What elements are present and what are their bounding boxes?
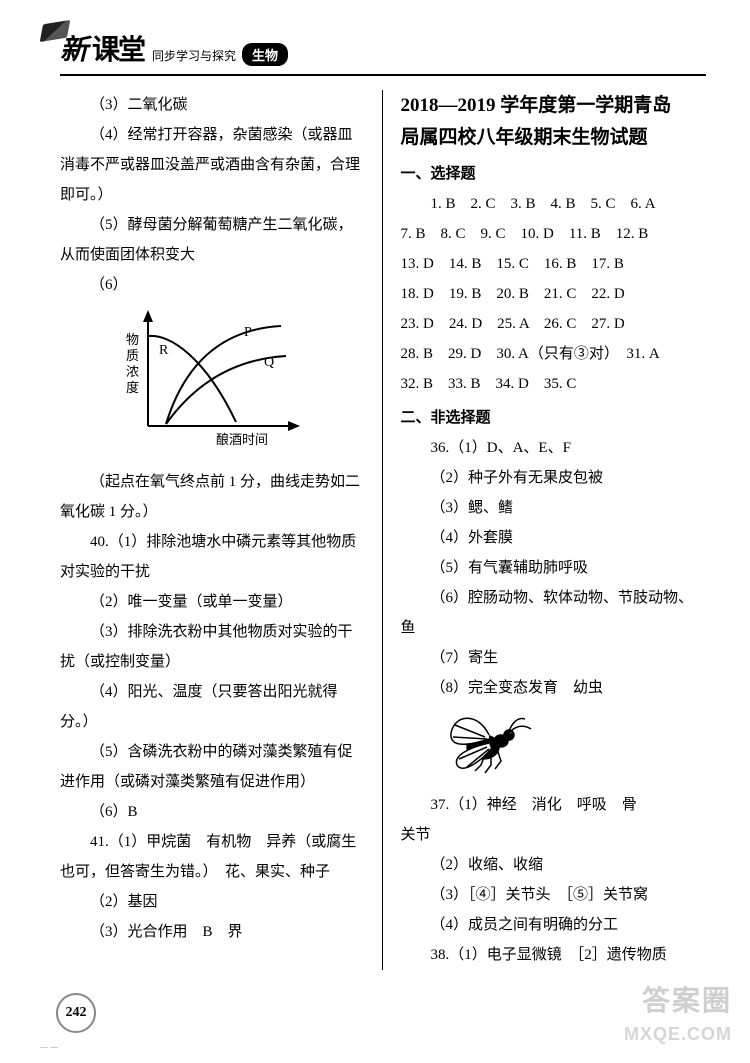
ans-row: 13. D 14. B 15. C 16. B 17. B [401, 249, 707, 279]
watermark-cn: 答案圈 [642, 979, 732, 1019]
exam-title-2: 局属四校八年级期末生物试题 [401, 122, 707, 154]
ans-row: 32. B 33. B 34. D 35. C [401, 369, 707, 399]
q36-7: （7）寄生 [401, 643, 707, 673]
y-axis-char3: 浓 [126, 364, 139, 379]
q38-1: 38.（1）电子显微镜 ［2］遗传物质 [401, 940, 707, 970]
ans-6-label: （6） [60, 270, 366, 300]
columns: （3）二氧化碳 （4）经常打开容器，杂菌感染（或器皿消毒不严或器皿没盖严或酒曲含… [60, 90, 706, 970]
q36-6b: 鱼 [401, 613, 707, 643]
q37-1b: 关节 [401, 820, 707, 850]
footer-mark: — — [40, 1042, 58, 1051]
q40-3: （3）排除洗衣粉中其他物质对实验的干扰（或控制变量） [60, 617, 366, 677]
brand-ketang: 课堂 [92, 28, 144, 68]
y-axis-char1: 物 [126, 332, 139, 347]
brand-sub: 同步学习与探究 [152, 47, 236, 64]
ans-row: 23. D 24. D 25. A 26. C 27. D [401, 309, 707, 339]
exam-title-1: 2018—2019 学年度第一学期青岛 [401, 90, 707, 122]
label-p: P [244, 325, 252, 340]
ans-5: （5）酵母菌分解葡萄糖产生二氧化碳，从而使面团体积变大 [60, 210, 366, 270]
q41-1: 41.（1）甲烷菌 有机物 异养（或腐生也可，但答寄生为错。） 花、果实、种子 [60, 827, 366, 887]
subject-pill: 生物 [242, 43, 288, 66]
page: 新 课堂 同步学习与探究 生物 （3）二氧化碳 （4）经常打开容器，杂菌感染（或… [0, 0, 750, 998]
q36-5: （5）有气囊辅助肺呼吸 [401, 553, 707, 583]
left-column: （3）二氧化碳 （4）经常打开容器，杂菌感染（或器皿消毒不严或器皿没盖严或酒曲含… [60, 90, 382, 970]
insect-icon [441, 703, 541, 779]
section-2-heading: 二、非选择题 [401, 403, 707, 433]
ans-row: 18. D 19. B 20. B 21. C 22. D [401, 279, 707, 309]
curve-p [166, 326, 281, 424]
page-number: 242 [56, 993, 96, 1033]
ans-row: 1. B 2. C 3. B 4. B 5. C 6. A [401, 189, 707, 219]
ans-4: （4）经常打开容器，杂菌感染（或器皿消毒不严或器皿没盖严或酒曲含有杂菌，合理即可… [60, 120, 366, 210]
q40-4: （4）阳光、温度（只要答出阳光就得分。） [60, 677, 366, 737]
ans-row: 28. B 29. D 30. A（只有③对） 31. A [401, 339, 707, 369]
mc-answers: 1. B 2. C 3. B 4. B 5. C 6. A 7. B 8. C … [401, 189, 707, 399]
x-axis-label: 酿酒时间 [216, 432, 268, 447]
concentration-chart: 物 质 浓 度 酿酒时间 R P Q [116, 304, 306, 454]
q36-8: （8）完全变态发育 幼虫 [401, 673, 707, 703]
q40-6: （6）B [60, 797, 366, 827]
y-axis-char4: 度 [126, 380, 139, 395]
q40-5: （5）含磷洗衣粉中的磷对藻类繁殖有促进作用（或磷对藻类繁殖有促进作用） [60, 737, 366, 797]
right-column: 2018—2019 学年度第一学期青岛 局属四校八年级期末生物试题 一、选择题 … [382, 90, 707, 970]
q37-2: （2）收缩、收缩 [401, 850, 707, 880]
q36-3: （3）鳃、鳍 [401, 493, 707, 523]
chart-note: （起点在氧气终点前 1 分，曲线走势如二氧化碳 1 分。） [60, 467, 366, 527]
q37-3: （3）［④］关节头 ［⑤］关节窝 [401, 880, 707, 910]
q36-4: （4）外套膜 [401, 523, 707, 553]
q36-1: 36.（1）D、A、E、F [401, 433, 707, 463]
label-q: Q [264, 355, 274, 370]
q40-1: 40.（1）排除池塘水中磷元素等其他物质对实验的干扰 [60, 527, 366, 587]
header-rule [60, 74, 706, 76]
q37-4: （4）成员之间有明确的分工 [401, 910, 707, 940]
q40-2: （2）唯一变量（或单一变量） [60, 587, 366, 617]
q36-6: （6）腔肠动物、软体动物、节肢动物、 [401, 583, 707, 613]
page-header: 新 课堂 同步学习与探究 生物 [60, 28, 706, 68]
q36-2: （2）种子外有无果皮包被 [401, 463, 707, 493]
y-axis-char2: 质 [126, 348, 139, 363]
q41-2: （2）基因 [60, 887, 366, 917]
section-1-heading: 一、选择题 [401, 159, 707, 189]
ans-3: （3）二氧化碳 [60, 90, 366, 120]
q37-1: 37.（1）神经 消化 呼吸 骨 [401, 790, 707, 820]
label-r: R [159, 343, 169, 358]
ans-row: 7. B 8. C 9. C 10. D 11. B 12. B [401, 219, 707, 249]
watermark-url: MXQE.COM [624, 1024, 732, 1045]
q41-3: （3）光合作用 B 界 [60, 917, 366, 947]
